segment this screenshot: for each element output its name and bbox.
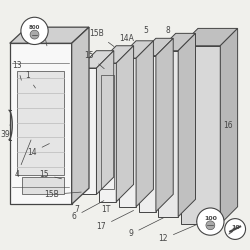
Text: 5: 5 <box>144 26 148 36</box>
Text: 7: 7 <box>74 205 79 214</box>
Polygon shape <box>138 56 156 212</box>
Polygon shape <box>158 33 196 51</box>
Polygon shape <box>79 68 96 194</box>
Polygon shape <box>178 33 196 217</box>
Circle shape <box>197 208 224 235</box>
Polygon shape <box>136 41 154 207</box>
Polygon shape <box>181 28 238 46</box>
Polygon shape <box>99 63 116 202</box>
Circle shape <box>21 17 48 44</box>
Polygon shape <box>17 70 64 174</box>
Text: 13: 13 <box>12 61 22 80</box>
Polygon shape <box>181 46 220 224</box>
Text: 16: 16 <box>223 120 232 130</box>
Polygon shape <box>10 43 72 204</box>
Polygon shape <box>119 41 154 58</box>
Text: 15: 15 <box>40 170 62 179</box>
Text: 6: 6 <box>72 200 104 221</box>
Text: 4: 4 <box>15 140 31 179</box>
Circle shape <box>206 221 215 230</box>
Polygon shape <box>156 38 173 212</box>
Text: 8: 8 <box>166 26 171 36</box>
Text: 9: 9 <box>129 218 163 238</box>
Text: 12: 12 <box>158 225 196 244</box>
Polygon shape <box>72 27 89 204</box>
Text: 1T: 1T <box>102 205 111 214</box>
Text: 10: 10 <box>231 225 239 230</box>
Text: 14: 14 <box>27 144 50 157</box>
Text: 100: 100 <box>204 216 217 221</box>
Text: 17: 17 <box>96 210 134 231</box>
Polygon shape <box>79 51 114 68</box>
Text: 800: 800 <box>29 26 40 30</box>
Polygon shape <box>99 46 134 63</box>
Text: 39: 39 <box>0 125 10 140</box>
Polygon shape <box>96 51 114 194</box>
Polygon shape <box>220 28 238 224</box>
Polygon shape <box>116 46 134 202</box>
Polygon shape <box>10 27 89 43</box>
Text: 15: 15 <box>84 51 104 69</box>
Text: 14A: 14A <box>119 34 134 43</box>
Circle shape <box>225 218 246 240</box>
Text: 1: 1 <box>25 71 36 88</box>
Text: 15B: 15B <box>44 190 81 199</box>
Polygon shape <box>158 51 178 217</box>
Polygon shape <box>138 38 173 56</box>
Polygon shape <box>22 177 64 194</box>
Polygon shape <box>119 58 136 207</box>
Circle shape <box>30 30 39 39</box>
Text: 15B: 15B <box>89 29 114 46</box>
